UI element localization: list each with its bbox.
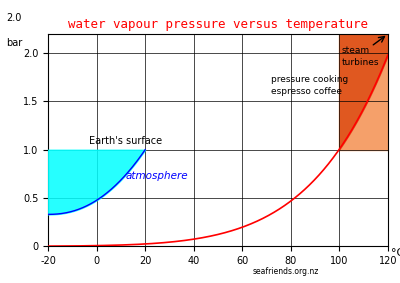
Title: water vapour pressure versus temperature: water vapour pressure versus temperature (68, 18, 368, 31)
Text: seafriends.org.nz: seafriends.org.nz (253, 267, 319, 276)
Text: Earth's surface: Earth's surface (89, 136, 162, 146)
Text: bar: bar (6, 38, 22, 48)
Text: pressure cooking
espresso coffee: pressure cooking espresso coffee (272, 75, 349, 96)
Text: °C: °C (391, 248, 400, 258)
Text: atmosphere: atmosphere (126, 171, 188, 181)
Text: steam
turbines: steam turbines (342, 46, 379, 67)
Text: 2.0: 2.0 (6, 13, 22, 23)
